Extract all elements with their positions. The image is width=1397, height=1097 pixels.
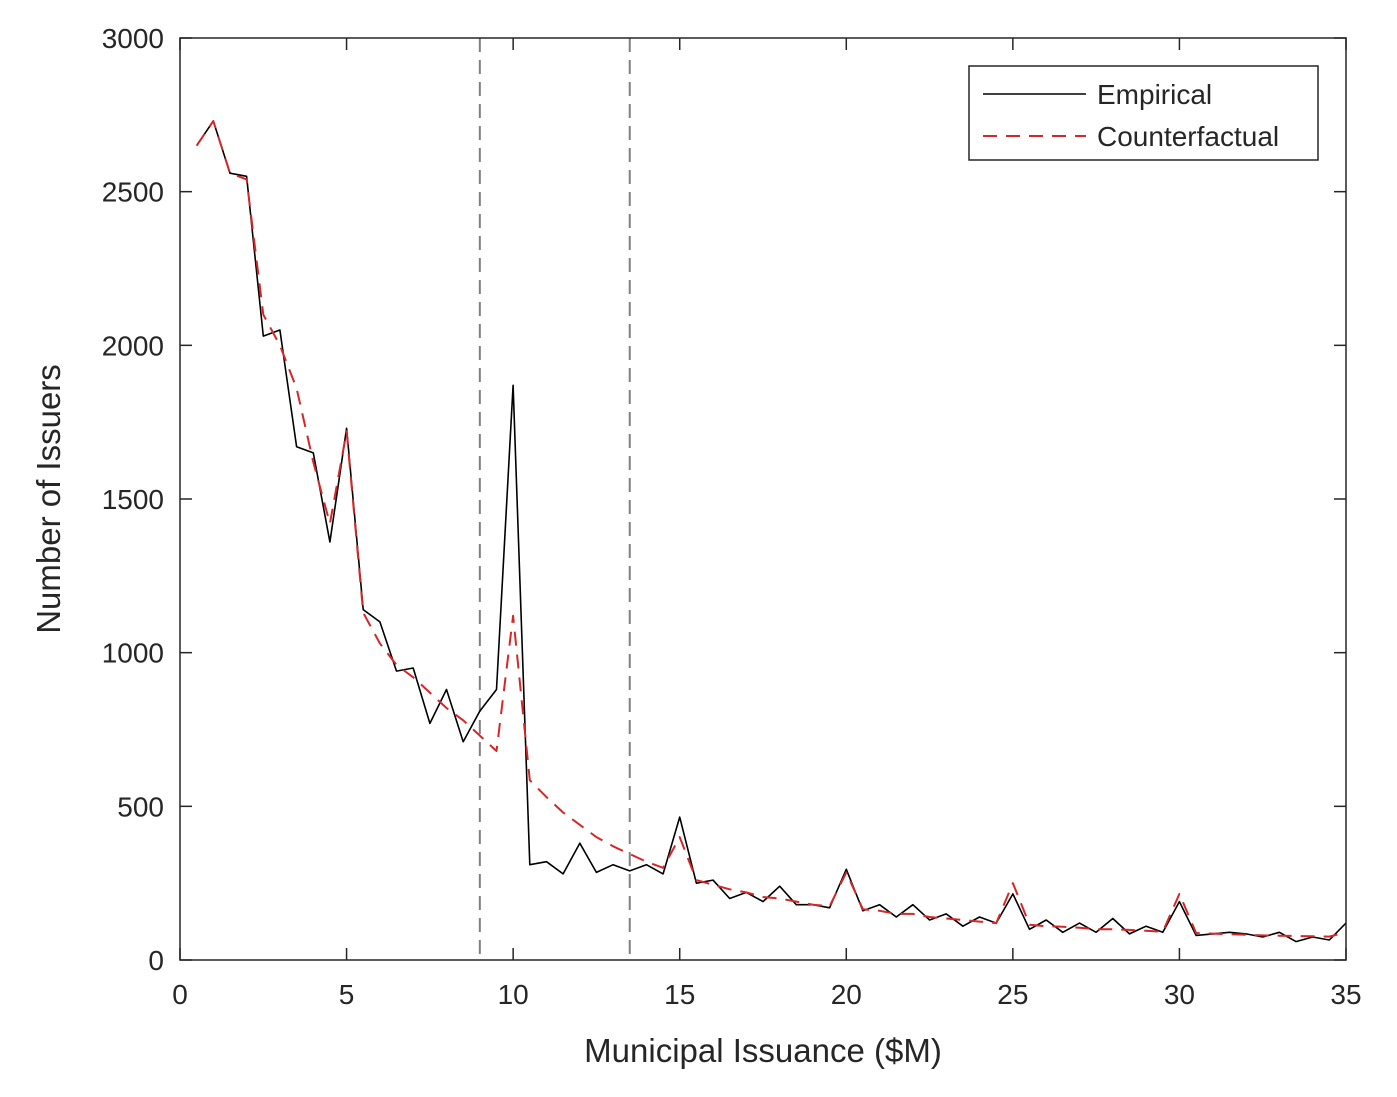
y-axis-title: Number of Issuers (30, 364, 67, 634)
series-line-counterfactual (195, 120, 1347, 938)
x-tick-label: 25 (997, 979, 1028, 1010)
axis-ticks: 0 5 10 15 20 25 30 35 0 500 1000 1500 2000 2500 3000 (102, 23, 1362, 1010)
series-layer (195, 120, 1347, 943)
y-tick-label: 3000 (102, 23, 164, 54)
x-tick-label: 30 (1164, 979, 1195, 1010)
x-tick-label: 5 (339, 979, 355, 1010)
y-tick-label: 2000 (102, 330, 164, 361)
legend: Empirical Counterfactual (968, 65, 1319, 161)
y-tick-label: 0 (148, 945, 164, 976)
x-tick-label: 35 (1330, 979, 1361, 1010)
series-line-empirical (196, 120, 1347, 943)
x-axis-title: Municipal Issuance ($M) (584, 1032, 942, 1069)
x-tick-label: 10 (498, 979, 529, 1010)
y-tick-label: 1000 (102, 638, 164, 669)
legend-label-counterfactual: Counterfactual (1097, 121, 1279, 152)
legend-label-empirical: Empirical (1097, 79, 1212, 110)
x-tick-label: 15 (664, 979, 695, 1010)
y-tick-label: 2500 (102, 177, 164, 208)
x-tick-label: 0 (172, 979, 188, 1010)
legend-box (968, 65, 1319, 161)
y-tick-label: 1500 (102, 484, 164, 515)
x-tick-label: 20 (831, 979, 862, 1010)
y-tick-label: 500 (117, 791, 164, 822)
